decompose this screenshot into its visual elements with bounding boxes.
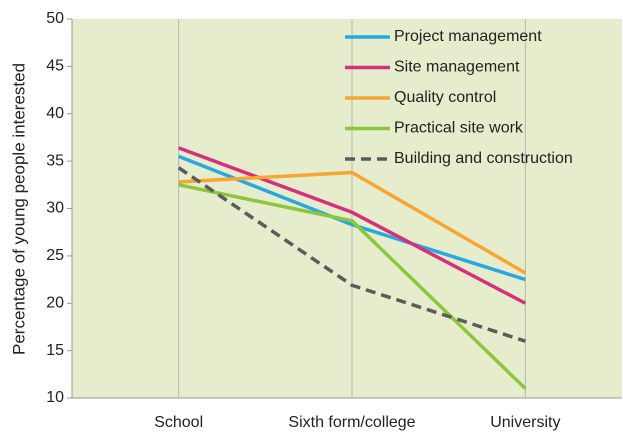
- legend-label: Practical site work: [394, 120, 524, 137]
- x-tick-label: Sixth form/college: [288, 414, 415, 431]
- plot-background: [72, 19, 622, 398]
- y-tick-label: 20: [46, 294, 64, 311]
- legend-label: Building and construction: [394, 150, 573, 167]
- y-tick-label: 10: [46, 389, 64, 406]
- y-tick-label: 40: [46, 105, 64, 122]
- series-line: [178, 146, 527, 305]
- y-tick-label: 30: [46, 200, 64, 217]
- x-tick-label: University: [490, 414, 560, 431]
- series-line: [178, 170, 527, 275]
- legend-label: Site management: [394, 59, 520, 76]
- series-line: [178, 183, 527, 390]
- y-axis-label: Percentage of young people interested: [9, 63, 28, 355]
- x-tick-label: School: [154, 414, 203, 431]
- series-line: [177, 166, 526, 343]
- y-tick-label: 45: [46, 58, 64, 75]
- y-tick-label: 50: [46, 10, 64, 27]
- y-tick-label: 15: [46, 342, 64, 359]
- y-tick-label: 35: [46, 152, 64, 169]
- legend-label: Quality control: [394, 89, 496, 106]
- y-tick-label: 25: [46, 247, 64, 264]
- legend-label: Project management: [394, 28, 542, 45]
